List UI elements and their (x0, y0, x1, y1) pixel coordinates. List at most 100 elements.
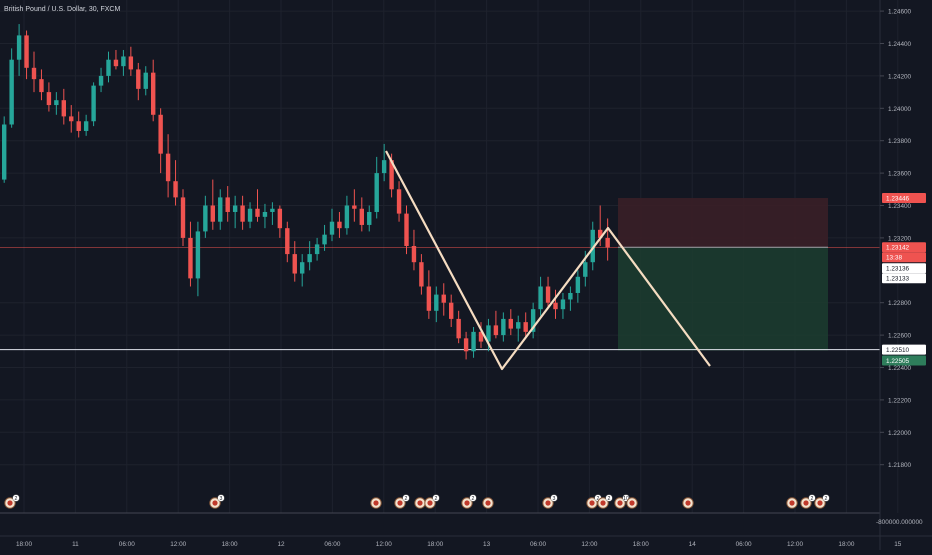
candle-body (151, 72, 156, 115)
candle (277, 205, 283, 238)
candle (508, 309, 513, 336)
event-marker (370, 497, 382, 509)
candle-body (165, 153, 171, 182)
candle (106, 51, 111, 83)
candle-body (530, 309, 536, 332)
candle (151, 59, 156, 122)
event-count-label: 2 (608, 496, 611, 502)
event-count-badge (822, 494, 830, 502)
ask-price-label-text: 1.23133 (886, 276, 910, 283)
candle (575, 270, 581, 303)
candle (218, 189, 223, 230)
current-price-label-bg (882, 242, 926, 253)
candle (2, 116, 7, 183)
candle-body (158, 114, 163, 154)
event-count-badge (605, 494, 613, 502)
candle-body (560, 299, 566, 310)
event-flag-icon (417, 500, 423, 506)
candle (31, 51, 37, 93)
candle (404, 205, 409, 255)
candle-body (381, 160, 387, 174)
x-tick-label: 14 (689, 541, 697, 548)
candle-body (218, 197, 223, 222)
candle-body (463, 338, 469, 352)
candle-body (240, 205, 245, 222)
candle (247, 202, 253, 229)
candle-body (538, 286, 543, 310)
event-flag-icon (7, 500, 13, 506)
event-flag-icon (397, 500, 403, 506)
candle-body (516, 322, 521, 329)
y-tick-label: 1.23400 (888, 203, 912, 210)
event-count-badge (12, 494, 20, 502)
candle (449, 294, 454, 327)
support-price-label: 1.22510 (882, 344, 926, 355)
candle (225, 186, 230, 222)
stop-loss-zone (618, 198, 828, 248)
event-marker (786, 497, 798, 509)
candle-body (9, 59, 14, 125)
candle (463, 331, 469, 360)
candle-body (188, 237, 193, 279)
candle-body (91, 85, 96, 122)
candle-body (113, 59, 119, 67)
candle (285, 221, 290, 263)
candle (493, 310, 499, 339)
candle (300, 254, 305, 287)
event-flag-icon (485, 500, 491, 506)
y-tick-label: 1.24000 (888, 106, 912, 113)
x-tick-label: 18:00 (427, 541, 443, 548)
candle-body (210, 205, 215, 222)
event-count-label: 2 (597, 496, 600, 502)
candle-body (337, 221, 342, 229)
candle-body (203, 205, 208, 232)
countdown-label-text: 13:38 (886, 255, 902, 262)
event-count-label: 2 (435, 496, 438, 502)
event-count-badge (550, 494, 558, 502)
candle-body (121, 56, 126, 67)
y-tick-label: 1.24400 (888, 41, 912, 48)
candle-body (46, 92, 52, 106)
candle-body (232, 205, 238, 212)
x-tick-label: 06:00 (736, 541, 752, 548)
candle-body (314, 244, 320, 255)
event-flag-icon (464, 500, 470, 506)
candle (501, 312, 506, 342)
x-tick-label: 12 (277, 541, 285, 548)
candle-body (285, 228, 290, 255)
candle-body (180, 197, 186, 238)
event-count-badge (217, 494, 225, 502)
candle-body (247, 208, 253, 222)
candle (568, 286, 573, 311)
candle (337, 211, 342, 238)
candle-body (441, 294, 446, 303)
candle-body (590, 229, 595, 263)
countdown-label: 13:38 (882, 252, 926, 263)
support-price-label-text: 1.22510 (886, 347, 910, 354)
candle (195, 221, 201, 297)
target-price-label: 1.22505 (882, 355, 926, 366)
candle-body (31, 67, 37, 80)
y-tick-label: 1.22800 (888, 300, 912, 307)
x-tick-label: 11 (72, 541, 79, 548)
candle-body (98, 75, 104, 86)
candle (329, 208, 335, 242)
candle-body (24, 35, 29, 68)
candle (61, 88, 66, 125)
candle (441, 283, 446, 316)
candle (322, 224, 327, 251)
current-price-label: 1.23142 (882, 242, 926, 253)
event-count-label: 3 (220, 496, 223, 502)
candle (530, 302, 536, 339)
candle (292, 241, 297, 282)
event-marker (682, 497, 694, 509)
stop-price-label-bg (882, 193, 926, 204)
candle-body (54, 100, 59, 106)
candle (352, 189, 357, 222)
x-tick-label: 12:00 (581, 541, 597, 548)
candle (98, 67, 104, 93)
candle (478, 322, 484, 349)
y-tick-label: 1.22600 (888, 333, 912, 340)
